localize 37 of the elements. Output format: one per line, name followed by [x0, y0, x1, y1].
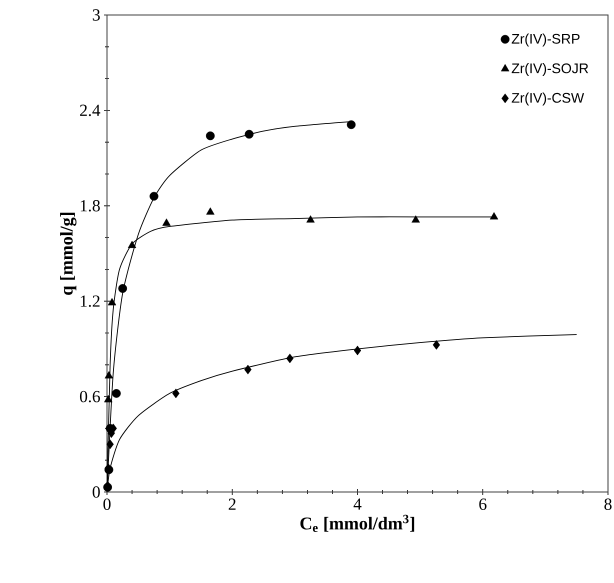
point: [432, 340, 440, 350]
x-tick-label: 2: [228, 498, 236, 510]
point: [306, 215, 315, 223]
x-tick-label: 4: [354, 498, 362, 510]
x-tick-label: 0: [103, 498, 111, 510]
x-tick-label: 6: [479, 498, 486, 510]
point: [206, 207, 214, 215]
point: [490, 212, 498, 220]
y-tick-label: 0: [92, 486, 100, 498]
point: [172, 388, 180, 398]
point: [354, 346, 362, 356]
point: [286, 354, 294, 364]
y-tick-label: 1.8: [80, 200, 100, 212]
x-axis-title: C$_{e}$ [mmol/dm$^{3}$]: [300, 514, 414, 532]
point: [162, 218, 171, 226]
point: [244, 364, 252, 374]
point: [108, 298, 116, 306]
point: [244, 130, 254, 139]
legend-label: Zr(IV)-CSW: [512, 92, 584, 106]
point: [206, 131, 215, 140]
x-tick-label: 8: [604, 498, 612, 510]
point: [346, 120, 356, 130]
y-tick-label: 3: [92, 9, 100, 21]
y-tick-label: 2.4: [80, 104, 100, 116]
point: [150, 192, 158, 201]
point: [112, 389, 121, 398]
point: [128, 240, 136, 248]
point: [106, 440, 114, 450]
point: [118, 284, 128, 293]
y-tick-label: 0.6: [80, 390, 100, 402]
y-tick-label: 1.2: [80, 295, 100, 307]
legend-label: Zr(IV)-SOJR: [512, 63, 588, 76]
legend-label: Zr(IV)-SRP: [512, 33, 580, 46]
point: [412, 215, 420, 223]
y-axis-title: q [mmol/g]: [60, 212, 76, 295]
point: [104, 394, 112, 402]
point: [104, 371, 114, 378]
